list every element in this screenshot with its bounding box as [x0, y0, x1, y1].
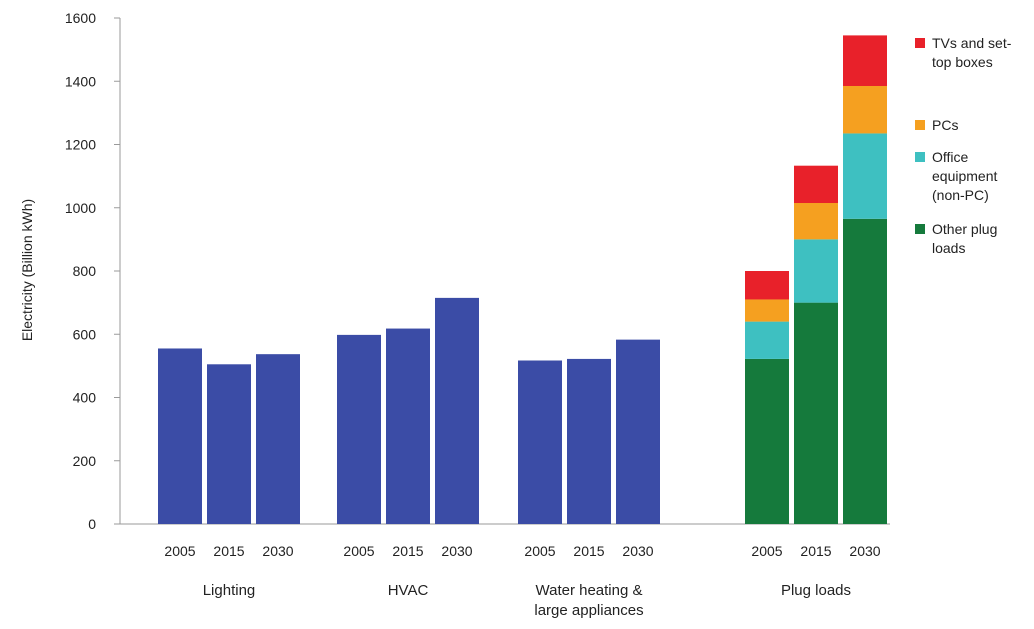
bar — [207, 364, 251, 524]
legend-label: Other plug — [932, 221, 997, 237]
legend-label: loads — [932, 240, 965, 256]
legend-label: equipment — [932, 168, 997, 184]
x-tick-label: 2015 — [392, 543, 423, 559]
x-tick-label: 2005 — [343, 543, 374, 559]
group-label: large appliances — [534, 602, 643, 619]
bar-segment-pcs — [843, 85, 887, 134]
x-tick-label: 2015 — [213, 543, 244, 559]
y-tick-label: 0 — [88, 516, 96, 532]
bar-segment-pcs — [794, 203, 838, 240]
legend-label: PCs — [932, 117, 958, 133]
legend-swatch-other — [915, 224, 925, 234]
x-tick-label: 2005 — [164, 543, 195, 559]
bar — [616, 339, 660, 524]
x-tick-label: 2005 — [524, 543, 555, 559]
bar-segment-other — [745, 358, 789, 524]
bar-segment-tvs — [843, 35, 887, 86]
x-tick-label: 2015 — [800, 543, 831, 559]
legend-label: TVs and set- — [932, 35, 1012, 51]
bar — [337, 334, 381, 524]
bar — [518, 360, 562, 524]
bar — [158, 348, 202, 524]
y-tick-label: 600 — [73, 326, 97, 342]
group-label: Water heating & — [536, 582, 643, 599]
legend-label: Office — [932, 149, 969, 165]
bar-segment-office — [745, 321, 789, 359]
y-tick-label: 800 — [73, 263, 97, 279]
legend-swatch-office — [915, 152, 925, 162]
y-tick-label: 1200 — [65, 137, 96, 153]
x-tick-label: 2030 — [262, 543, 293, 559]
y-tick-label: 1600 — [65, 10, 96, 26]
legend-swatch-pcs — [915, 120, 925, 130]
legend-swatch-tvs — [915, 38, 925, 48]
x-tick-label: 2015 — [573, 543, 604, 559]
bar — [386, 328, 430, 524]
y-tick-label: 1400 — [65, 73, 96, 89]
y-tick-label: 200 — [73, 453, 97, 469]
bar-segment-tvs — [745, 271, 789, 300]
bar-segment-other — [794, 302, 838, 524]
x-tick-label: 2030 — [622, 543, 653, 559]
legend-label: (non-PC) — [932, 187, 989, 203]
group-label: HVAC — [388, 582, 429, 599]
x-tick-label: 2005 — [751, 543, 782, 559]
bar — [256, 354, 300, 524]
x-tick-label: 2030 — [849, 543, 880, 559]
legend-label: top boxes — [932, 54, 993, 70]
y-tick-label: 400 — [73, 390, 97, 406]
bar-segment-tvs — [794, 165, 838, 204]
bar — [567, 358, 611, 524]
y-tick-label: 1000 — [65, 200, 96, 216]
bar-segment-office — [794, 239, 838, 303]
bar-segment-pcs — [745, 299, 789, 322]
bar-segment-other — [843, 218, 887, 524]
bar-segment-office — [843, 133, 887, 219]
y-axis-label: Electricity (Billion kWh) — [19, 199, 35, 341]
group-label: Lighting — [203, 582, 256, 599]
group-label: Plug loads — [781, 582, 851, 599]
bar — [435, 297, 479, 524]
x-tick-label: 2030 — [441, 543, 472, 559]
